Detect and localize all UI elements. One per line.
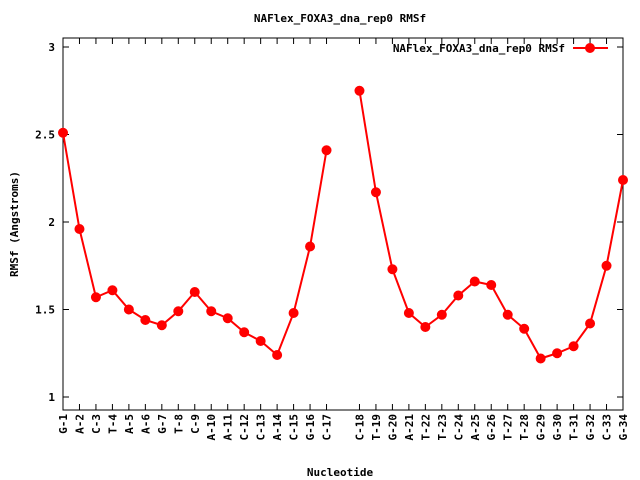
data-point xyxy=(189,287,200,297)
x-axis-label: Nucleotide xyxy=(307,466,374,479)
data-point xyxy=(387,264,398,275)
x-tick-label: T-19 xyxy=(370,414,383,441)
x-tick-label: C-18 xyxy=(353,414,366,441)
data-point xyxy=(156,320,167,331)
series-line xyxy=(358,90,624,360)
x-tick-label: T-4 xyxy=(106,414,119,434)
data-point xyxy=(436,309,447,320)
legend: NAFlex_FOXA3_dna_rep0 RMSf xyxy=(393,42,608,55)
legend-label: NAFlex_FOXA3_dna_rep0 RMSf xyxy=(393,42,565,55)
x-axis: G-1 A-2 C-3 T-4 A-5 A-6 G-7 T-8 C-9 A-10 A-11 C-12 C… xyxy=(57,38,630,441)
x-tick-label: A-6 xyxy=(139,414,152,434)
x-tick-label: A-25 xyxy=(469,414,482,441)
data-point xyxy=(288,308,299,318)
x-tick-label: T-22 xyxy=(419,414,432,441)
data-point xyxy=(420,322,431,332)
data-point xyxy=(601,260,612,271)
x-tick-label: G-16 xyxy=(304,414,317,441)
data-point xyxy=(123,304,134,315)
x-tick-label: C-13 xyxy=(255,414,268,441)
x-tick-label: C-17 xyxy=(321,414,334,441)
x-tick-label: A-21 xyxy=(403,414,416,441)
x-tick-label: T-27 xyxy=(502,414,515,441)
y-tick-label: 1 xyxy=(48,391,55,404)
x-tick-label: T-23 xyxy=(436,414,449,441)
data-point xyxy=(469,276,480,287)
data-point xyxy=(305,241,316,252)
plot-frame xyxy=(62,37,624,411)
data-point xyxy=(239,327,250,338)
data-point xyxy=(370,187,381,198)
data-point xyxy=(222,313,233,324)
data-point xyxy=(140,315,151,325)
x-tick-label: A-14 xyxy=(271,414,284,441)
data-point xyxy=(552,348,563,359)
data-point xyxy=(173,306,184,317)
x-tick-label: A-11 xyxy=(222,414,235,441)
x-tick-label: G-34 xyxy=(617,414,630,441)
x-tick-label: C-9 xyxy=(189,414,202,434)
data-point xyxy=(74,224,85,234)
legend-marker xyxy=(585,43,595,53)
x-tick-label: C-3 xyxy=(90,414,103,434)
data-point xyxy=(519,323,530,334)
data-point xyxy=(58,127,68,138)
x-tick-label: G-1 xyxy=(57,414,70,434)
x-tick-label: C-33 xyxy=(601,414,614,441)
data-point xyxy=(502,309,513,320)
x-tick-label: T-31 xyxy=(568,414,581,441)
x-tick-label: A-2 xyxy=(73,414,86,434)
data-point xyxy=(585,318,596,329)
data-point xyxy=(354,85,365,96)
x-tick-label: C-15 xyxy=(288,414,301,441)
x-tick-label: G-7 xyxy=(156,414,169,434)
data-point xyxy=(321,145,332,156)
data-point xyxy=(568,341,579,352)
data-point xyxy=(618,175,628,185)
x-tick-label: G-32 xyxy=(584,414,597,441)
data-point xyxy=(486,280,497,290)
y-tick-label: 2 xyxy=(48,216,55,229)
x-tick-label: G-26 xyxy=(485,414,498,441)
data-point xyxy=(107,285,118,296)
y-tick-label: 1.5 xyxy=(35,304,55,317)
x-tick-label: A-5 xyxy=(123,414,136,434)
x-tick-label: G-30 xyxy=(551,414,564,441)
y-tick-label: 3 xyxy=(48,41,55,54)
data-point xyxy=(206,306,217,317)
data-point xyxy=(90,292,101,303)
data-point xyxy=(453,290,464,301)
series-line xyxy=(62,132,328,357)
data-point xyxy=(403,308,414,318)
chart-title: NAFlex_FOXA3_dna_rep0 RMSf xyxy=(254,12,426,25)
x-tick-label: A-10 xyxy=(205,414,218,441)
data-point xyxy=(255,336,266,346)
x-tick-label: T-8 xyxy=(172,414,185,434)
data-point xyxy=(535,353,546,364)
data-point xyxy=(272,350,283,360)
y-axis-label: RMSf (Angstroms) xyxy=(8,171,21,277)
x-tick-label: G-20 xyxy=(386,414,399,441)
x-tick-label: T-28 xyxy=(518,414,531,441)
y-axis: 1 1.5 2 2.5 3 xyxy=(35,41,623,404)
x-tick-label: G-29 xyxy=(535,414,548,441)
series-layer xyxy=(58,85,628,364)
x-tick-label: C-12 xyxy=(238,414,251,441)
y-tick-label: 2.5 xyxy=(35,129,55,142)
x-tick-label: C-24 xyxy=(452,414,465,441)
